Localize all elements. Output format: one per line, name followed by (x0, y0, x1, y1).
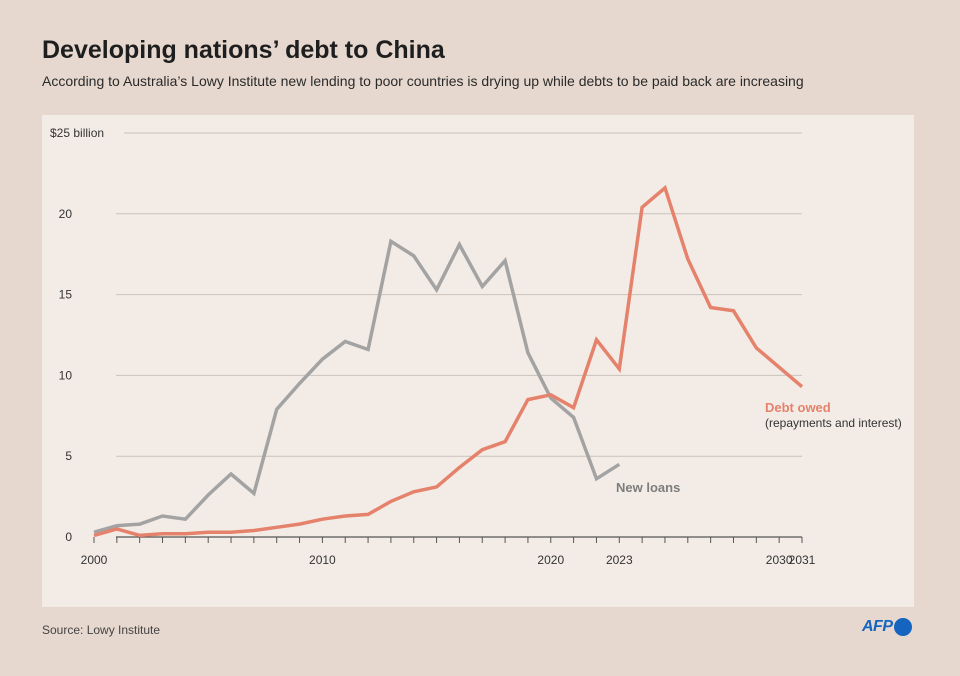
series-line-debt-owed (93, 184, 804, 538)
logo-text: AFP (862, 618, 893, 635)
y-tick-label: $25 billion (50, 126, 104, 140)
x-tick-label: 2030 (766, 553, 793, 567)
label-debt-owed-sub: (repayments and interest) (765, 416, 902, 430)
x-tick-label: 2020 (537, 553, 564, 567)
afp-logo: AFP (862, 618, 912, 636)
line-chart: 0 5 10 15 20 $25 billion 2000 2010 2020 2023 2030… (50, 126, 902, 567)
label-debt-owed: Debt owed (765, 400, 831, 415)
gridlines: 0 5 10 15 20 $25 billion (50, 126, 802, 544)
y-tick-label: 15 (59, 288, 73, 302)
series-line-new-loans (93, 238, 621, 534)
logo-dot-icon (893, 618, 912, 636)
source-note: Source: Lowy Institute (42, 623, 161, 637)
chart-title: Developing nations’ debt to China (42, 36, 445, 64)
x-tick-label: 2000 (81, 553, 108, 567)
y-tick-label: 20 (59, 207, 73, 221)
x-tick-label: 2010 (309, 553, 336, 567)
y-tick-label: 5 (65, 449, 72, 463)
series-lines (93, 184, 804, 538)
y-tick-label: 10 (59, 368, 73, 382)
chart-panel: 0 5 10 15 20 $25 billion 2000 2010 2020 2023 2030… (42, 115, 914, 607)
y-tick-label: 0 (65, 530, 72, 544)
x-tick-label: 2023 (606, 553, 633, 567)
chart-subtitle: According to Australia’s Lowy Institute … (42, 73, 804, 89)
x-tick-label: 2031 (789, 553, 816, 567)
series-labels: New loans Debt owed(repayments and intere… (616, 400, 902, 495)
label-new-loans: New loans (616, 480, 680, 495)
